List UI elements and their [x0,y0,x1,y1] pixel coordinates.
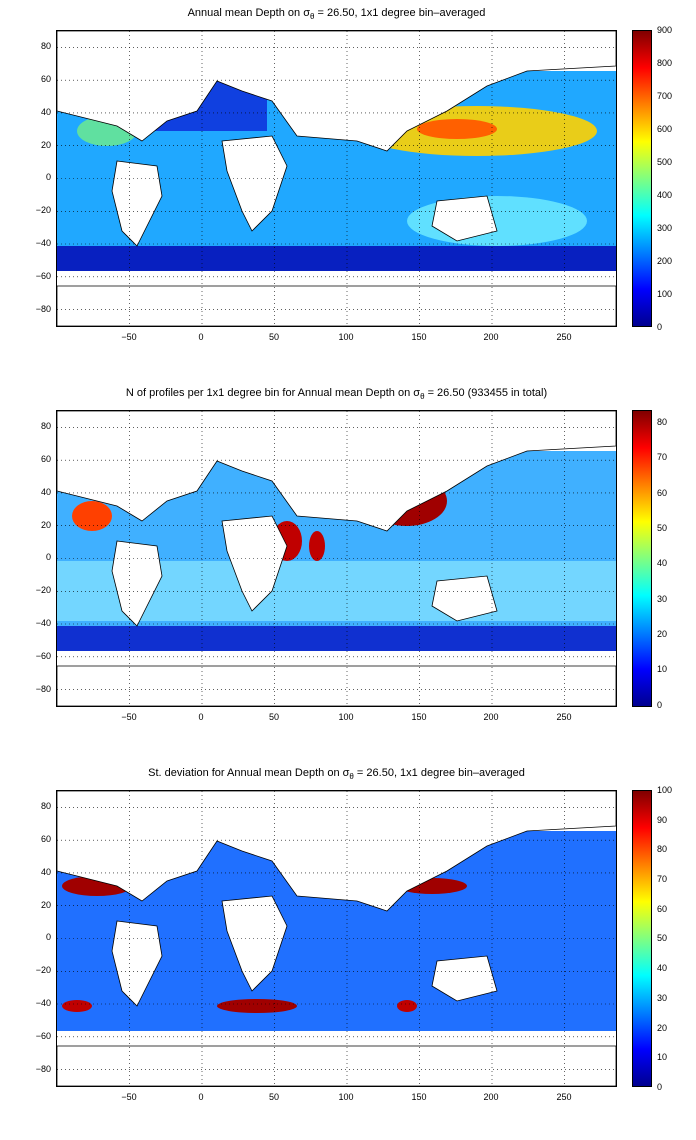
bay-of-bengal-hotspot [309,531,325,561]
std-deviation-panel: St. deviation for Annual mean Depth on σ… [35,767,673,1102]
southern-ocean-field [57,246,616,271]
depth-map-panel: Annual mean Depth on σθ = 26.50, 1x1 deg… [35,7,673,342]
east-australian-hotspot [397,1000,417,1012]
panel-title: St. deviation for Annual mean Depth on σ… [148,767,525,782]
panel-title: Annual mean Depth on σθ = 26.50, 1x1 deg… [187,7,486,22]
kuroshio-field [417,119,497,139]
coastlines [57,791,616,1086]
southern-ocean-field [57,626,616,651]
colorbar [632,410,652,707]
panel-title: N of profiles per 1x1 degree bin for Ann… [125,387,548,402]
agulhas-hotspot [217,999,297,1013]
profile-count-map [56,410,617,707]
coastlines [57,411,616,706]
colorbar [632,30,652,327]
colorbar [632,790,652,1087]
map-svg [57,791,616,1086]
malvinas-hotspot [62,1000,92,1012]
profile-count-panel: N of profiles per 1x1 degree bin for Ann… [35,387,668,722]
depth-map [56,30,617,327]
gulf-stream-hotspot [72,501,112,531]
std-deviation-map [56,790,617,1087]
coastlines [57,31,616,326]
map-svg [57,31,616,326]
map-svg [57,411,616,706]
